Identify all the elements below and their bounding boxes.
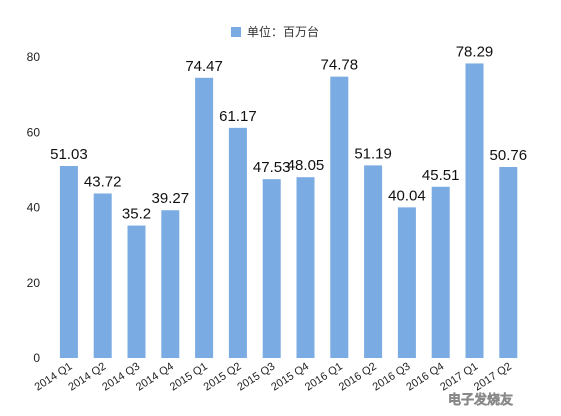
data-label: 43.72	[84, 174, 122, 191]
data-label: 45.51	[422, 167, 460, 184]
x-tick-label: 2015 Q2	[202, 360, 244, 393]
bar	[228, 127, 247, 359]
bar	[431, 186, 450, 358]
bar	[262, 179, 281, 358]
y-axis: 0 20 40 60 80	[27, 50, 41, 365]
y-tick-label: 0	[33, 351, 40, 365]
bar	[59, 165, 78, 358]
data-label: 47.53	[253, 159, 291, 176]
y-tick-label: 60	[27, 125, 41, 139]
bar	[364, 165, 383, 358]
bar	[296, 177, 315, 358]
x-tick-label: 2016 Q1	[303, 360, 345, 393]
bar	[330, 76, 349, 358]
bars	[59, 63, 518, 359]
bar	[195, 77, 214, 358]
y-tick-label: 20	[27, 276, 41, 290]
watermark: 电子发烧友	[448, 392, 514, 408]
x-tick-label: 2015 Q1	[168, 360, 210, 393]
x-tick-label: 2016 Q3	[371, 360, 413, 393]
data-label: 74.47	[185, 58, 223, 75]
x-tick-label: 2016 Q4	[404, 360, 446, 393]
bar	[499, 167, 518, 358]
data-label: 51.03	[50, 146, 88, 163]
bar	[397, 207, 416, 358]
legend-label: 单位：百万台	[247, 24, 319, 39]
x-tick-label: 2015 Q4	[269, 360, 311, 393]
data-label: 39.27	[152, 190, 190, 207]
watermark-text: 电子发烧友	[448, 392, 513, 407]
y-tick-label: 80	[27, 50, 41, 64]
data-label: 40.04	[388, 187, 426, 204]
x-tick-label: 2015 Q3	[235, 360, 277, 393]
x-tick-label: 2014 Q1	[33, 360, 75, 393]
x-tick-label: 2017 Q2	[472, 360, 514, 393]
x-tick-label: 2014 Q4	[134, 360, 176, 393]
bar	[161, 210, 180, 358]
bar	[93, 193, 112, 358]
y-tick-label: 40	[27, 201, 41, 215]
legend-swatch	[231, 27, 241, 37]
legend: 单位：百万台	[231, 24, 319, 39]
x-tick-label: 2017 Q1	[438, 360, 480, 393]
x-tick-label: 2014 Q2	[66, 360, 108, 393]
x-tick-label: 2014 Q3	[100, 360, 142, 393]
bar	[465, 63, 484, 359]
data-label: 78.29	[456, 43, 494, 60]
data-label: 50.76	[490, 147, 528, 164]
bar	[127, 225, 146, 358]
data-label: 74.78	[321, 57, 359, 74]
data-label: 48.05	[287, 157, 325, 174]
data-label: 61.17	[219, 108, 257, 125]
data-label: 51.19	[354, 145, 392, 162]
x-tick-label: 2016 Q2	[337, 360, 379, 393]
data-label: 35.2	[122, 206, 151, 223]
